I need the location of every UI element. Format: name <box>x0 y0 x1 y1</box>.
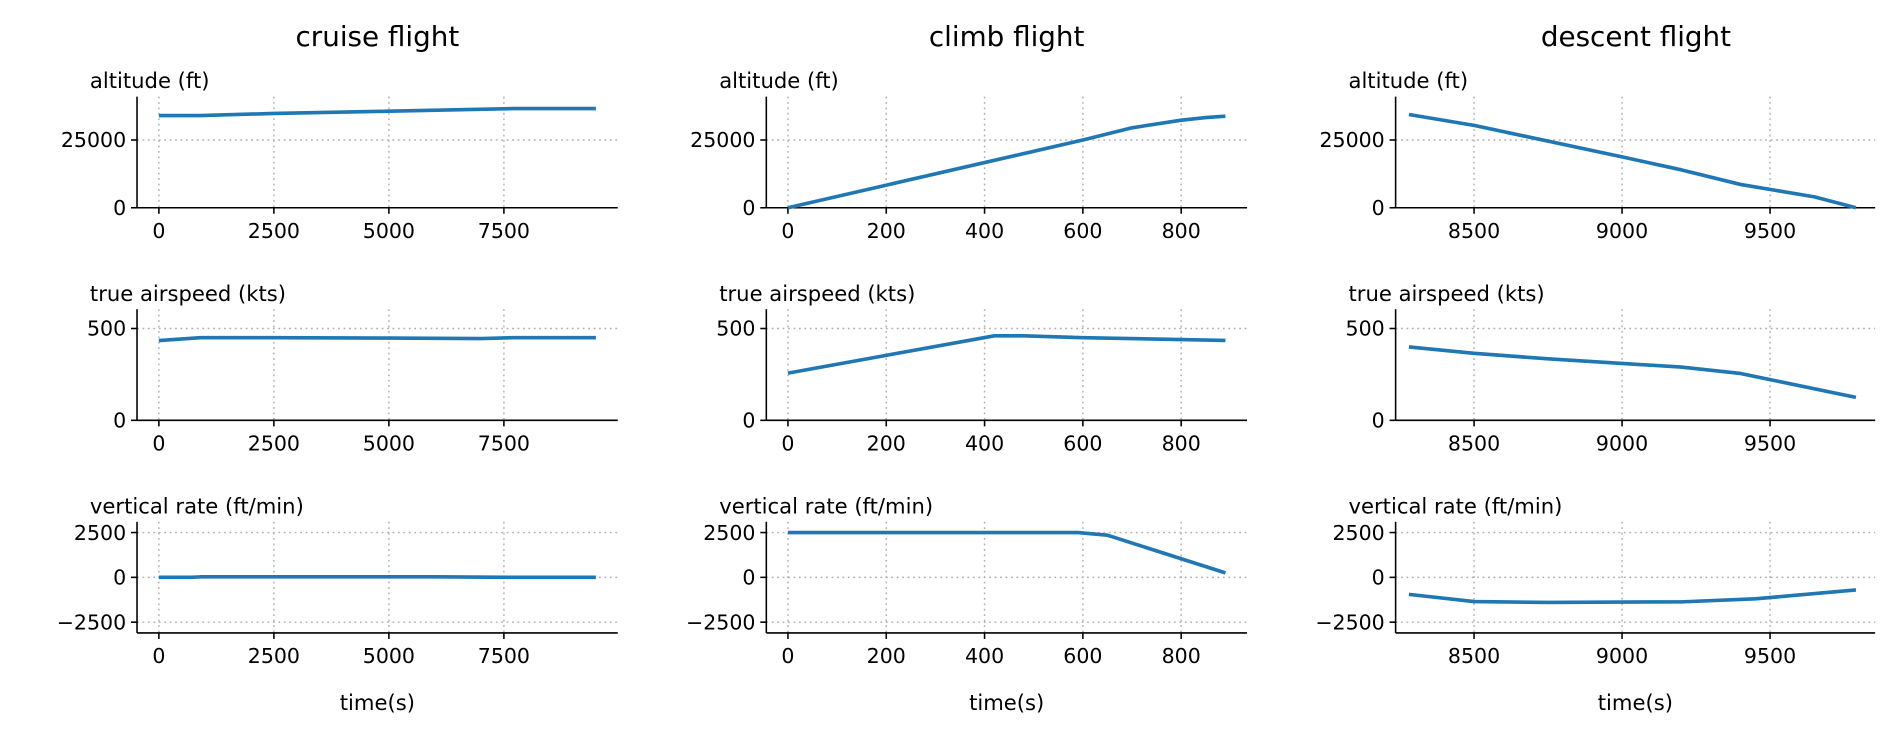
x-tick-label: 8500 <box>1448 644 1500 668</box>
subplot-climb-true-airspeed: 0 200 400 600 800 0 500 true airspeed (kts) <box>716 281 1248 456</box>
y-tick-label: 0 <box>113 566 126 590</box>
subplot-cruise-true-airspeed: 0 2500 5000 7500 0 500 true airspeed (kts) <box>87 281 618 456</box>
panel-label: altitude (ft) <box>1349 68 1469 93</box>
x-tick-label: 0 <box>152 644 165 668</box>
y-tick-label: 0 <box>1372 566 1385 590</box>
series-line <box>158 335 596 343</box>
panel-label: altitude (ft) <box>719 68 839 93</box>
x-tick-label: 2500 <box>248 219 300 243</box>
y-tick-label: 25000 <box>61 128 126 152</box>
x-tick-label: 400 <box>965 432 1004 456</box>
panel-label: true airspeed (kts) <box>719 281 915 306</box>
subplot-cruise-vertical-rate: 0 2500 5000 7500 −2500 0 2500 vertical rate (ft… <box>57 493 618 715</box>
y-tick-label: −2500 <box>57 610 126 634</box>
y-tick-label: 2500 <box>74 521 126 545</box>
y-tick-label: 0 <box>113 196 126 220</box>
panel-label: vertical rate (ft/min) <box>719 493 933 518</box>
subplot-climb-vertical-rate: 0 200 400 600 800 −2500 0 2500 vertical rate (ft… <box>686 493 1248 715</box>
subplot-descent-true-airspeed: 8500 9000 9500 0 500 true airspeed (kts) <box>1346 281 1876 456</box>
panel-label: true airspeed (kts) <box>90 281 286 306</box>
x-tick-label: 9000 <box>1596 432 1648 456</box>
series-line <box>787 114 1226 210</box>
x-tick-label: 5000 <box>363 432 415 456</box>
y-tick-label: 500 <box>716 317 755 341</box>
x-tick-label: 800 <box>1162 644 1201 668</box>
y-tick-label: 0 <box>113 409 126 433</box>
subplot-climb-altitude: 0 200 400 600 800 0 25000 altitude (ft) <box>690 68 1248 243</box>
x-tick-label: 8500 <box>1448 219 1500 243</box>
x-tick-label: 5000 <box>363 644 415 668</box>
y-tick-label: 25000 <box>690 128 755 152</box>
panel-label: altitude (ft) <box>90 68 210 93</box>
x-tick-label: 2500 <box>248 644 300 668</box>
y-tick-label: −2500 <box>1315 610 1384 634</box>
subplot-descent-altitude: 8500 9000 9500 0 25000 altitude (ft) <box>1319 68 1876 243</box>
series-line <box>158 106 596 118</box>
x-tick-label: 7500 <box>478 219 530 243</box>
x-tick-label: 9500 <box>1744 432 1796 456</box>
x-tick-label: 0 <box>781 432 794 456</box>
x-tick-label: 2500 <box>248 432 300 456</box>
subplot-descent-vertical-rate: 8500 9000 9500 −2500 0 2500 vertical rate (ft/… <box>1315 493 1876 715</box>
x-tick-label: 600 <box>1063 432 1102 456</box>
x-tick-label: 8500 <box>1448 432 1500 456</box>
x-tick-label: 9500 <box>1744 644 1796 668</box>
y-tick-label: −2500 <box>686 610 755 634</box>
y-tick-label: 0 <box>742 566 755 590</box>
x-tick-label: 0 <box>152 432 165 456</box>
x-tick-label: 0 <box>152 219 165 243</box>
x-tick-label: 9500 <box>1744 219 1796 243</box>
x-tick-label: 400 <box>965 644 1004 668</box>
panel-label: true airspeed (kts) <box>1349 281 1545 306</box>
x-tick-label: 800 <box>1162 432 1201 456</box>
y-tick-label: 0 <box>742 196 755 220</box>
x-tick-label: 800 <box>1162 219 1201 243</box>
x-tick-label: 600 <box>1063 644 1102 668</box>
column-title: descent flight <box>1541 20 1731 53</box>
x-tick-label: 0 <box>781 644 794 668</box>
series-line <box>787 333 1226 375</box>
y-tick-label: 0 <box>742 409 755 433</box>
panel-label: vertical rate (ft/min) <box>90 493 304 518</box>
series-line <box>1408 588 1857 605</box>
x-tick-label: 7500 <box>478 644 530 668</box>
x-axis-label: time(s) <box>1598 690 1673 715</box>
x-tick-label: 200 <box>867 644 906 668</box>
y-tick-label: 0 <box>1372 196 1385 220</box>
y-tick-label: 25000 <box>1319 128 1384 152</box>
series-line <box>787 530 1226 575</box>
x-axis-label: time(s) <box>340 690 415 715</box>
y-tick-label: 500 <box>87 317 126 341</box>
y-tick-label: 0 <box>1372 409 1385 433</box>
x-tick-label: 200 <box>867 219 906 243</box>
y-tick-label: 500 <box>1346 317 1385 341</box>
y-tick-label: 2500 <box>1333 521 1385 545</box>
y-tick-label: 2500 <box>703 521 755 545</box>
series-line <box>1408 112 1857 210</box>
x-axis-label: time(s) <box>969 690 1044 715</box>
x-tick-label: 5000 <box>363 219 415 243</box>
x-tick-label: 600 <box>1063 219 1102 243</box>
x-tick-label: 9000 <box>1596 644 1648 668</box>
column-title: climb flight <box>929 20 1085 53</box>
x-tick-label: 400 <box>965 219 1004 243</box>
panel-label: vertical rate (ft/min) <box>1349 493 1563 518</box>
x-tick-label: 9000 <box>1596 219 1648 243</box>
subplot-cruise-altitude: 0 2500 5000 7500 0 25000 altitude (ft) <box>61 68 618 243</box>
series-line <box>1408 345 1857 400</box>
x-tick-label: 200 <box>867 432 906 456</box>
x-tick-label: 7500 <box>478 432 530 456</box>
column-title: cruise flight <box>296 20 460 53</box>
x-tick-label: 0 <box>781 219 794 243</box>
